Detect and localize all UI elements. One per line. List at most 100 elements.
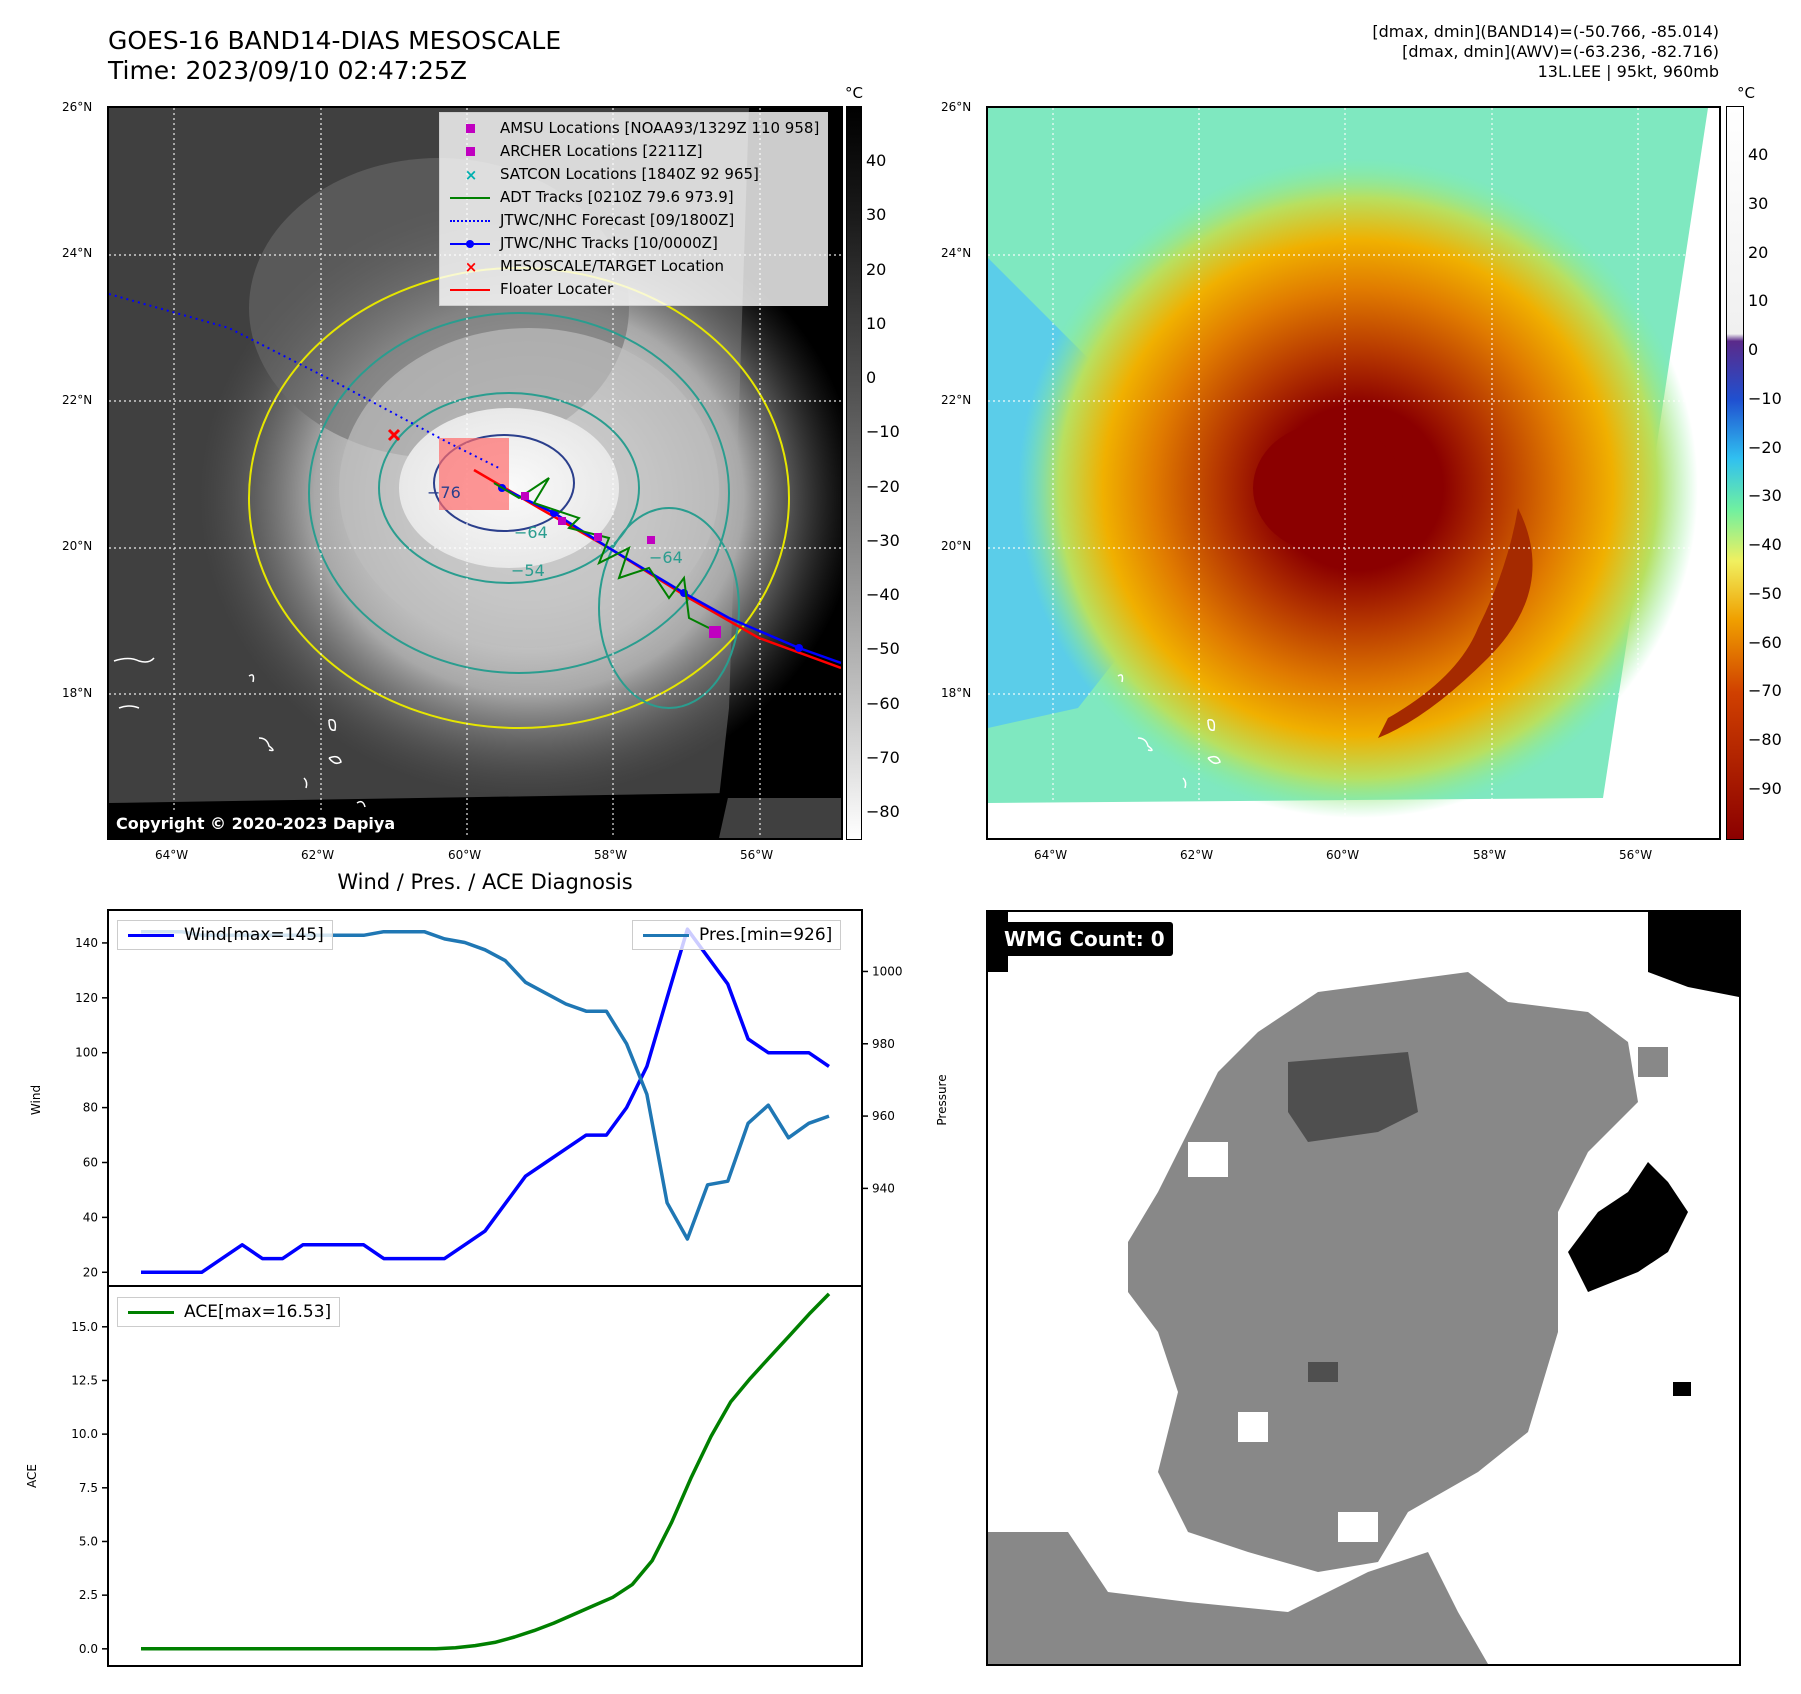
- ace-axes-frame: [107, 1285, 863, 1667]
- ace-tick-label: 2.5: [79, 1588, 98, 1602]
- mesoscale-box: [439, 438, 509, 510]
- dotted-line-icon: [448, 213, 494, 229]
- lon-tick: 58°W: [1473, 848, 1507, 862]
- lon-tick: 56°W: [740, 848, 774, 862]
- square-marker-icon: [448, 144, 494, 160]
- lon-tick: 62°W: [1180, 848, 1214, 862]
- awv-map-image: [988, 108, 1719, 838]
- wind-tick-label: 120: [75, 991, 98, 1005]
- line-marker-icon: [126, 1304, 178, 1320]
- colorbar-tick-label: 40: [866, 151, 887, 170]
- wind-tick-label: 80: [83, 1101, 98, 1115]
- legend-item-adt: ADT Tracks [0210Z 79.6 973.9]: [448, 186, 819, 209]
- lon-tick: 58°W: [594, 848, 628, 862]
- colorbar-tick-label: −10: [866, 422, 900, 442]
- colorbar-tick-label: −80: [1748, 730, 1782, 750]
- lat-tick: 24°N: [941, 246, 972, 260]
- awv-map-panel: [986, 106, 1721, 840]
- pressure-legend: Pres.[min=926]: [632, 920, 842, 950]
- lat-tick: 24°N: [62, 246, 93, 260]
- diagnosis-charts: 20 40 60 80 100 120 140 940 960 980 1000 0.0 2.5 5.…: [25, 909, 949, 1667]
- pressure-legend-label: Pres.[min=926]: [699, 925, 833, 945]
- line-marker-icon: [448, 190, 494, 206]
- x-marker-icon: ×: [464, 257, 478, 276]
- wind-tick-label: 60: [83, 1155, 98, 1169]
- figure-stats: [dmax, dmin](BAND14)=(-50.766, -85.014) …: [1372, 22, 1719, 82]
- lat-tick: 22°N: [62, 393, 93, 407]
- ace-legend: ACE[max=16.53]: [117, 1297, 341, 1327]
- title-line-2: Time: 2023/09/10 02:47:25Z: [108, 56, 467, 85]
- figure-title: GOES-16 BAND14-DIAS MESOSCALE Time: 2023/…: [108, 26, 561, 86]
- stats-band14: [dmax, dmin](BAND14)=(-50.766, -85.014): [1372, 22, 1719, 41]
- ace-axis-label: ACE: [25, 1464, 39, 1488]
- colorbar-tick-label: 20: [1748, 242, 1769, 262]
- line-marker-icon: [448, 282, 494, 298]
- wmg-panel: WMG Count: 0: [986, 910, 1741, 1666]
- pressure-series-line: [141, 929, 830, 1241]
- colorbar-tick-label: 30: [866, 205, 887, 225]
- title-line-1: GOES-16 BAND14-DIAS MESOSCALE: [108, 26, 562, 55]
- legend-item-nhc-tracks: JTWC/NHC Tracks [10/0000Z]: [448, 232, 819, 255]
- ace-tick-label: 5.0: [79, 1534, 98, 1548]
- lat-tick: 22°N: [941, 393, 972, 407]
- colorbar-tick-label: −20: [1748, 437, 1782, 457]
- ace-tick-label: 7.5: [79, 1481, 98, 1495]
- coastlines: [113, 657, 366, 808]
- colorbar-tick-label: 0: [866, 368, 877, 387]
- ace-legend-label: ACE[max=16.53]: [184, 1302, 332, 1322]
- pressure-tick-label: 1000: [872, 964, 903, 978]
- lat-tick: 26°N: [62, 100, 93, 114]
- wind-tick-label: 140: [75, 936, 98, 950]
- colorbar-tick-label: −90: [1748, 779, 1782, 798]
- ace-tick-label: 12.5: [71, 1373, 98, 1387]
- lat-tick: 20°N: [62, 539, 93, 553]
- target-marker: [387, 428, 401, 442]
- lon-tick: 60°W: [448, 848, 482, 862]
- ir-colorbar: [846, 106, 862, 840]
- lat-tick: 18°N: [941, 686, 972, 700]
- colorbar-tick-label: −40: [1748, 535, 1782, 555]
- contour-label: −76: [427, 483, 461, 502]
- wind-tick-label: 100: [75, 1046, 98, 1060]
- copyright-label: Copyright © 2020-2023 Dapiya: [111, 811, 401, 836]
- diagnosis-title: Wind / Pres. / ACE Diagnosis: [337, 870, 633, 894]
- wind-axis-label: Wind: [29, 1085, 43, 1115]
- colorbar-tick-label: 30: [1748, 193, 1769, 213]
- pressure-tick-label: 960: [872, 1109, 895, 1123]
- colorbar-tick-label: −30: [1748, 486, 1782, 506]
- legend-item-archer: ARCHER Locations [2211Z]: [448, 140, 819, 163]
- pressure-axis-label: Pressure: [935, 1074, 949, 1125]
- legend-item-satcon: × SATCON Locations [1840Z 92 965]: [448, 163, 819, 186]
- wind-tick-label: 40: [83, 1210, 98, 1224]
- wmg-image: [988, 912, 1739, 1664]
- colorbar-tick-label: −10: [1748, 388, 1782, 408]
- colorbar-tick-label: 0: [1748, 340, 1759, 360]
- ir-legend: AMSU Locations [NOAA93/1329Z 110 958] AR…: [439, 112, 829, 306]
- colorbar-tick-label: −60: [1748, 632, 1782, 652]
- lat-tick: 26°N: [941, 100, 972, 114]
- lon-tick: 62°W: [301, 848, 335, 862]
- forecast-track: [109, 293, 500, 469]
- ace-tick-label: 0.0: [79, 1642, 98, 1656]
- contour-label: −64: [649, 548, 683, 567]
- ir-colorbar-unit: °C: [845, 84, 863, 102]
- ace-series-line: [141, 1292, 831, 1651]
- line-marker-icon: [641, 927, 693, 943]
- colorbar-tick-label: −70: [1748, 681, 1782, 701]
- legend-item-target: × MESOSCALE/TARGET Location: [448, 255, 819, 278]
- ace-tick-label: 15.0: [71, 1320, 98, 1334]
- wind-legend-label: Wind[max=145]: [184, 925, 324, 945]
- contour-label: −64: [514, 523, 548, 542]
- lat-tick: 20°N: [941, 539, 972, 553]
- colorbar-tick-label: −20: [866, 476, 900, 496]
- legend-item-floater: Floater Locater: [448, 278, 819, 301]
- lon-tick: 60°W: [1326, 848, 1360, 862]
- lon-tick: 64°W: [155, 848, 189, 862]
- colorbar-tick-label: −80: [866, 802, 900, 821]
- stats-awv: [dmax, dmin](AWV)=(-63.236, -82.716): [1402, 42, 1719, 61]
- colorbar-tick-label: −70: [866, 747, 900, 767]
- wind-tick-label: 20: [83, 1265, 98, 1279]
- x-marker-icon: ×: [464, 165, 478, 184]
- ir-map-panel: −76 −64 −64 −54 AMSU Locations [NOAA93/1…: [107, 106, 843, 840]
- awv-colorbar-unit: °C: [1737, 84, 1755, 102]
